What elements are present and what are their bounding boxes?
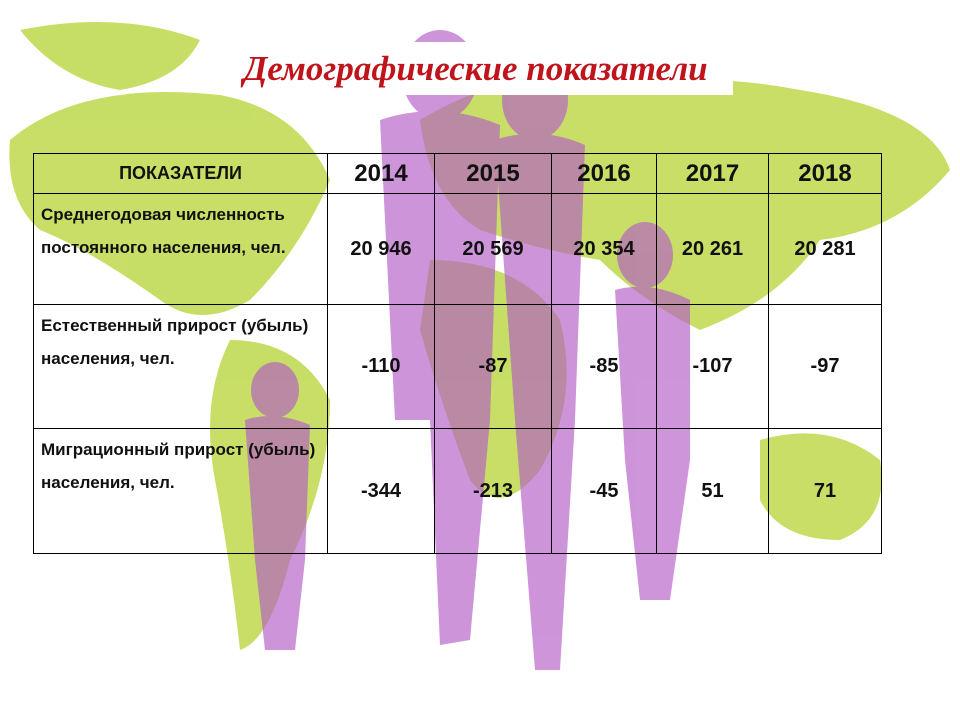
row-label: Среднегодовая численность постоянного на… (33, 193, 328, 305)
header-cell: 2015 (434, 153, 552, 194)
header-cell: ПОКАЗАТЕЛИ (33, 153, 328, 194)
table-row: Естественный прирост (убыль) населения, … (33, 304, 882, 429)
header-cell: 2017 (656, 153, 769, 194)
value-cell: -344 (327, 428, 435, 554)
header-row: ПОКАЗАТЕЛИ 2014 2015 2016 2017 2018 (33, 153, 882, 194)
title: Демографические показатели (243, 48, 708, 88)
value-cell: -107 (656, 304, 769, 429)
title-box: Демографические показатели (218, 42, 733, 95)
value-cell: 51 (656, 428, 769, 554)
row-label: Миграционный прирост (убыль) населения, … (33, 428, 328, 554)
value-cell: -45 (551, 428, 657, 554)
value-cell: 20 281 (768, 193, 882, 305)
row-label: Естественный прирост (убыль) населения, … (33, 304, 328, 429)
table: ПОКАЗАТЕЛИ 2014 2015 2016 2017 2018 Сред… (33, 153, 882, 554)
value-cell: 20 261 (656, 193, 769, 305)
value-cell: 20 946 (327, 193, 435, 305)
table-row: Среднегодовая численность постоянного на… (33, 193, 882, 305)
value-cell: -110 (327, 304, 435, 429)
value-cell: -97 (768, 304, 882, 429)
value-cell: 71 (768, 428, 882, 554)
header-cell: 2018 (768, 153, 882, 194)
value-cell: 20 354 (551, 193, 657, 305)
header-cell: 2016 (551, 153, 657, 194)
value-cell: -213 (434, 428, 552, 554)
value-cell: -85 (551, 304, 657, 429)
value-cell: -87 (434, 304, 552, 429)
header-cell: 2014 (327, 153, 435, 194)
table-row: Миграционный прирост (убыль) населения, … (33, 428, 882, 554)
value-cell: 20 569 (434, 193, 552, 305)
